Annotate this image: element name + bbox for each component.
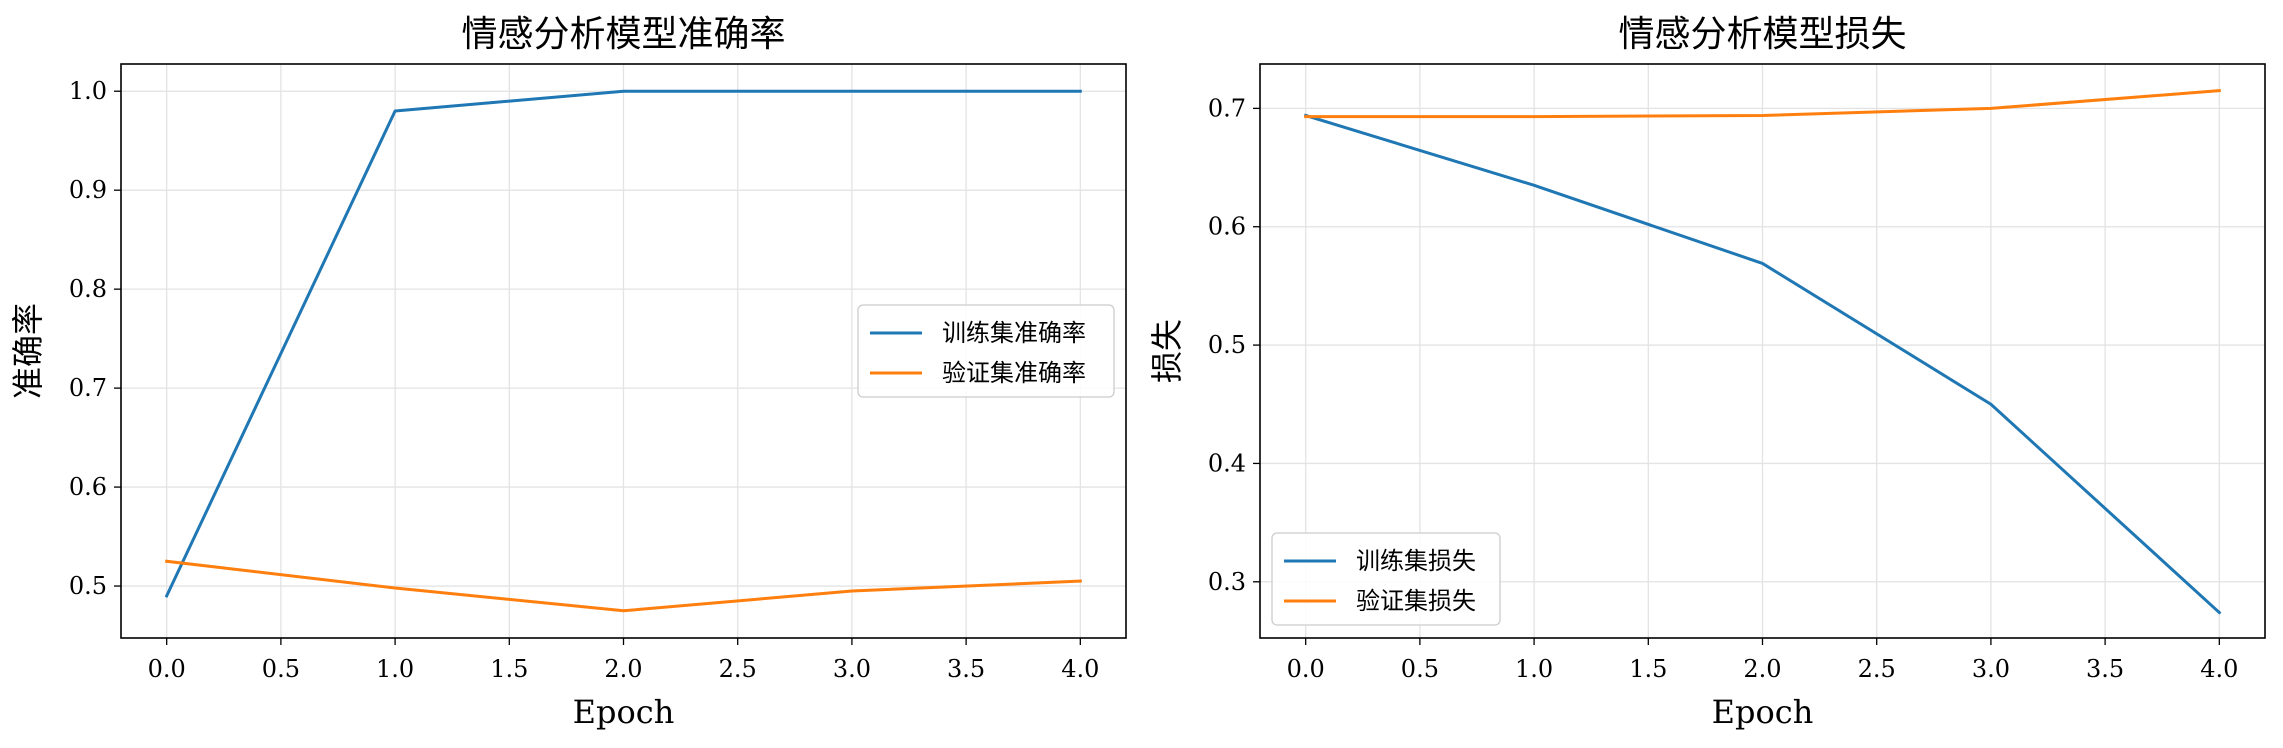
y-tick-label: 0.5: [1208, 331, 1246, 359]
x-tick-label: 4.0: [1061, 655, 1099, 683]
axes-frame: [1259, 63, 2266, 639]
x-tick-label: 0.5: [1401, 655, 1439, 683]
x-tick-label: 1.0: [376, 655, 414, 683]
chart-title: 情感分析模型损失: [1618, 14, 1906, 55]
x-tick-label: 2.0: [604, 655, 642, 683]
chart-panel-2: 0.0 0.5 1.0 1.5 2.0 2.5 3.0 3.5 4.0 0.3 0.4 0.5 0.6 0…: [1148, 14, 2266, 731]
data-point: [1533, 184, 1536, 187]
data-point: [2218, 611, 2221, 614]
y-tick-label: 0.4: [1208, 449, 1246, 477]
legend-label: 验证集准确率: [942, 359, 1086, 387]
data-point: [1989, 403, 1992, 406]
data-point: [394, 110, 397, 113]
legend-label: 验证集损失: [1356, 587, 1476, 615]
data-point: [165, 594, 168, 597]
x-tick-label: 1.0: [1515, 655, 1553, 683]
x-tick-label: 3.0: [1972, 655, 2010, 683]
y-tick-label: 0.5: [69, 572, 107, 600]
data-point: [1533, 115, 1536, 118]
data-point: [1989, 107, 1992, 110]
y-tick-label: 0.6: [1208, 213, 1246, 241]
data-point: [1304, 115, 1307, 118]
chart-title: 情感分析模型准确率: [461, 14, 785, 55]
x-axis-label: Epoch: [573, 693, 675, 731]
data-point: [850, 589, 853, 592]
y-tick-label: 0.8: [69, 275, 107, 303]
data-point: [165, 560, 168, 563]
y-tick-label: 0.6: [69, 473, 107, 501]
y-tick-label: 0.7: [69, 374, 107, 402]
x-tick-label: 1.5: [490, 655, 528, 683]
data-point: [622, 609, 625, 612]
series-line-1: [1303, 113, 2222, 615]
x-tick-label: 0.5: [262, 655, 300, 683]
data-point: [394, 587, 397, 590]
x-tick-label: 3.0: [833, 655, 871, 683]
axes-frame: [120, 63, 1127, 639]
y-tick-label: 0.3: [1208, 568, 1246, 596]
x-tick-label: 2.5: [719, 655, 757, 683]
y-axis-label: 准确率: [9, 303, 47, 399]
chart-panel-1: 0.0 0.5 1.0 1.5 2.0 2.5 3.0 3.5 4.0 0.5 0.6 0.7 0.8 0…: [9, 14, 1127, 731]
x-tick-label: 0.0: [148, 655, 186, 683]
data-point: [850, 90, 853, 93]
legend-label: 训练集准确率: [942, 319, 1086, 347]
y-axis-label: 损失: [1148, 319, 1186, 383]
series-line-2: [1304, 89, 2221, 119]
data-point: [622, 90, 625, 93]
data-point: [1761, 262, 1764, 265]
x-tick-label: 4.0: [2200, 655, 2238, 683]
data-point: [1761, 114, 1764, 117]
y-tick-label: 0.9: [69, 176, 107, 204]
x-tick-label: 0.0: [1287, 655, 1325, 683]
x-tick-label: 3.5: [947, 655, 985, 683]
x-tick-label: 2.0: [1743, 655, 1781, 683]
series-line-2: [165, 559, 1082, 613]
x-tick-label: 2.5: [1858, 655, 1896, 683]
x-tick-label: 1.5: [1629, 655, 1667, 683]
series-line-1: [164, 89, 1082, 598]
data-point: [1079, 90, 1082, 93]
y-tick-label: 0.7: [1208, 94, 1246, 122]
x-tick-label: 3.5: [2086, 655, 2124, 683]
data-point: [1079, 580, 1082, 583]
data-point: [2218, 89, 2221, 92]
y-tick-label: 1.0: [69, 77, 107, 105]
x-axis-label: Epoch: [1712, 693, 1814, 731]
legend-label: 训练集损失: [1356, 547, 1476, 575]
